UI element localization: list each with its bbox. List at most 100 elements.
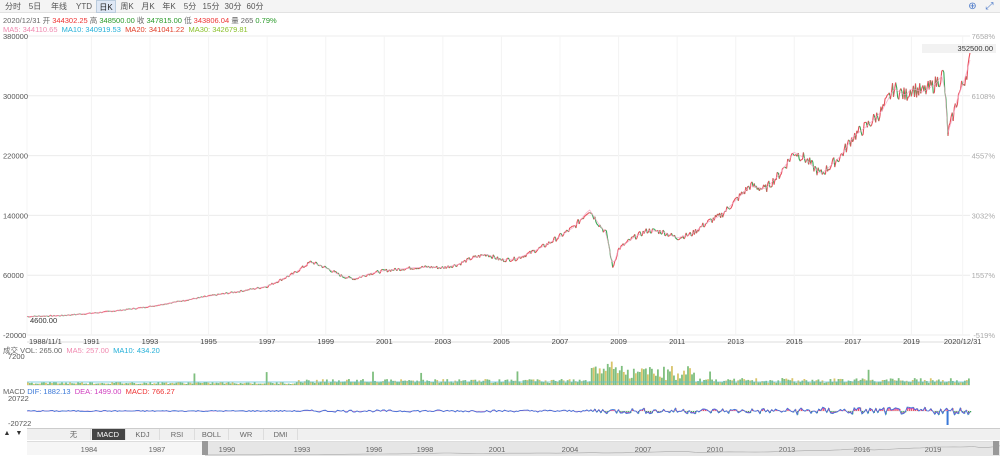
volume-bar — [697, 381, 699, 385]
volume-bar — [608, 367, 611, 385]
volume-bar — [961, 382, 964, 385]
volume-bar — [813, 381, 816, 385]
crosshair-icon[interactable]: ⊕ — [968, 1, 977, 12]
volume-bar — [564, 382, 567, 385]
indicator-tab-3[interactable]: RSI — [161, 429, 195, 440]
volume-bar — [201, 382, 204, 385]
volume-bar — [131, 382, 134, 385]
volume-bar — [163, 382, 166, 385]
volume-bar — [430, 382, 433, 385]
volume-bar — [155, 383, 158, 385]
x-tick-label-14: 2017 — [845, 337, 862, 346]
volume-bar — [751, 380, 754, 385]
volume-bar — [925, 381, 928, 385]
price-chart[interactable]: 380000 300000 220000 140000 60000 -20000 7658… — [0, 0, 1000, 428]
tab-5[interactable]: 周K — [120, 2, 134, 11]
volume-bar — [875, 382, 878, 385]
volume-bar — [263, 383, 266, 385]
volume-bar — [745, 380, 748, 385]
volume-bar — [650, 368, 653, 385]
tab-2[interactable]: 年线 — [51, 2, 67, 11]
nav-year-label-4: 1996 — [366, 445, 383, 454]
volume-bar — [548, 382, 551, 385]
volume-bar — [265, 372, 268, 385]
volume-bar — [354, 381, 356, 385]
volume-bar — [663, 366, 665, 385]
volume-bar — [620, 365, 623, 385]
volume-bar — [648, 367, 651, 385]
tab-0[interactable]: 分时 — [5, 2, 21, 11]
price-line-up — [26, 52, 971, 318]
volume-bar — [87, 383, 89, 385]
tab-9[interactable]: 15分 — [202, 2, 220, 11]
volume-bar — [522, 380, 525, 385]
navigator-right-handle[interactable] — [993, 441, 999, 455]
volume-bar — [809, 382, 812, 385]
volume-bar — [380, 381, 382, 385]
volume-bar — [534, 381, 537, 385]
volume-bar — [103, 383, 106, 385]
volume-bar — [31, 382, 33, 385]
volume-bar — [223, 383, 226, 385]
indicator-tab-4[interactable]: BOLL — [195, 429, 229, 440]
volume-bar — [105, 383, 108, 385]
volume-bar — [661, 377, 663, 385]
fullscreen-icon[interactable]: ⤢ — [985, 1, 994, 12]
volume-bar — [277, 383, 280, 385]
time-navigator[interactable]: 1984 1987 1990 1993 1996 1998 2001 2004 2007 2010… — [27, 441, 1000, 456]
volume-bar — [921, 381, 924, 385]
volume-bar — [249, 383, 252, 385]
volume-bar — [239, 382, 242, 385]
volume-bar — [273, 383, 276, 385]
volume-bar — [847, 380, 850, 385]
volume-bar — [737, 380, 740, 385]
volume-bar — [207, 382, 210, 385]
macd-bar — [626, 411, 628, 414]
volume-bar — [175, 382, 178, 385]
indicator-tab-2[interactable]: KDJ — [126, 429, 160, 440]
volume-bar — [735, 382, 738, 385]
volume-bar — [301, 382, 304, 385]
volume-bar — [63, 383, 65, 385]
volume-bar — [849, 381, 852, 385]
volume-bar — [191, 383, 194, 385]
macd-top-label: 20722 — [8, 394, 29, 403]
macd-bar — [962, 411, 964, 413]
volume-bar — [317, 382, 320, 385]
tab-7[interactable]: 年K — [162, 2, 176, 11]
tab-3[interactable]: YTD — [76, 2, 92, 11]
macd-bar — [946, 411, 949, 425]
right-tick-label-2: 4557% — [972, 152, 996, 161]
tab-11[interactable]: 60分 — [246, 2, 264, 11]
volume-bar — [550, 379, 553, 385]
indicator-tab-6[interactable]: DMI — [264, 429, 298, 440]
volume-bar — [137, 383, 140, 385]
macd-bar — [822, 407, 824, 411]
indicator-tab-0[interactable]: 无 — [57, 429, 91, 440]
macd-bar — [692, 411, 695, 413]
volume-bar — [171, 382, 174, 385]
indicator-tab-5[interactable]: WR — [230, 429, 264, 440]
volume-bar — [416, 380, 419, 385]
volume-bar — [558, 380, 561, 385]
navigator-mini-line — [205, 445, 1000, 456]
volume-bar — [504, 379, 507, 385]
tab-4[interactable]: 日K — [96, 0, 116, 13]
navigator-left-handle[interactable] — [202, 441, 208, 455]
tab-10[interactable]: 30分 — [224, 2, 242, 11]
volume-bar — [215, 382, 218, 385]
volume-bar — [667, 369, 669, 385]
volume-bar — [719, 382, 722, 385]
arrow-down-icon[interactable]: ▼ — [15, 430, 23, 437]
volume-bar — [538, 379, 541, 385]
tab-8[interactable]: 5分 — [183, 2, 197, 11]
x-axis-labels: 1988/11/1 1991 1993 1995 1997 1999 2001 2003 200… — [29, 337, 981, 346]
indicator-tab-1[interactable]: MACD — [91, 429, 126, 440]
tab-6[interactable]: 月K — [141, 2, 155, 11]
volume-bar — [540, 381, 543, 385]
tab-1[interactable]: 5日 — [28, 2, 42, 11]
arrow-up-icon[interactable]: ▲ — [3, 430, 11, 437]
volume-bar — [85, 383, 87, 385]
volume-bar — [512, 380, 515, 385]
volume-bar — [556, 381, 559, 385]
